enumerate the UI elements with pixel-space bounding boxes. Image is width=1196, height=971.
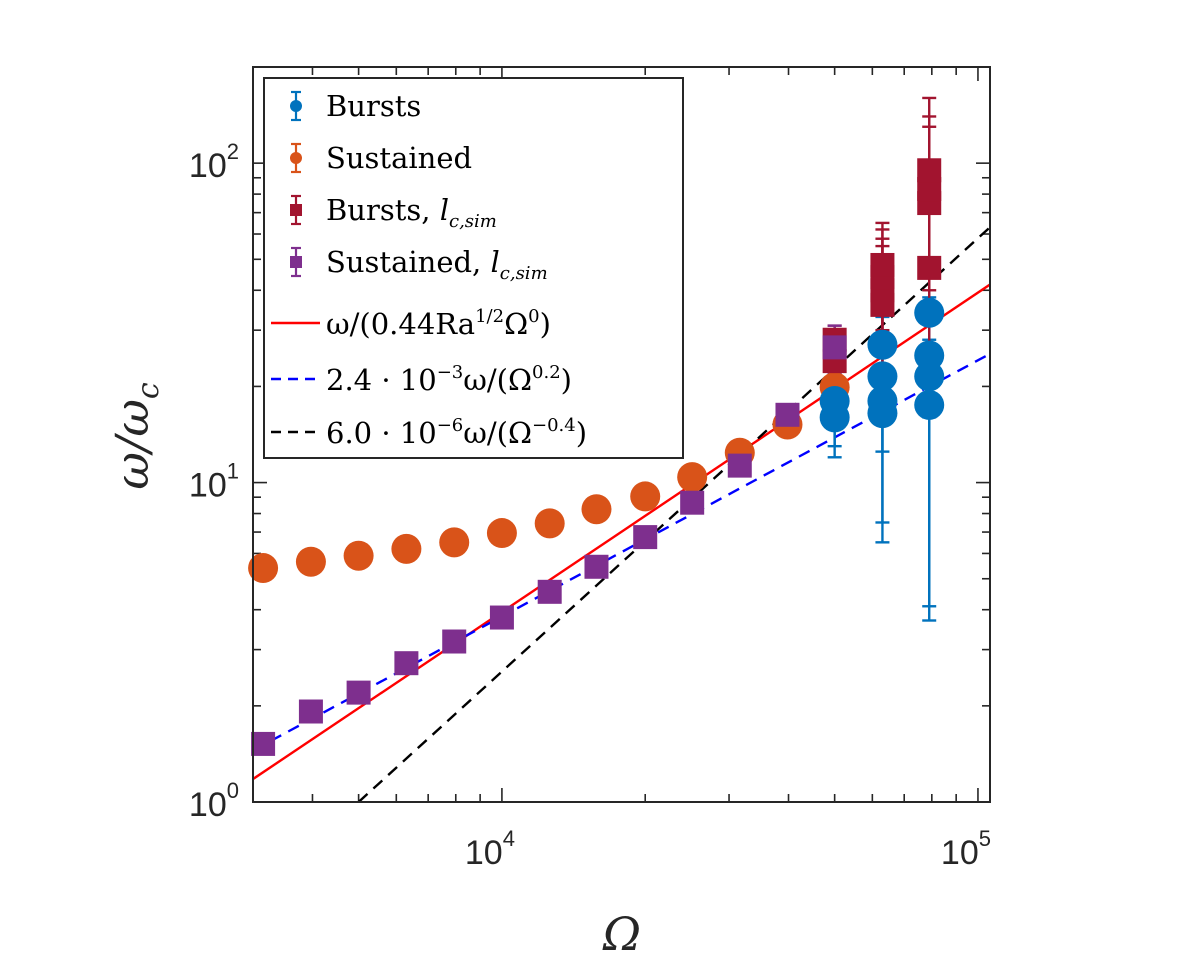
fit-line-0 [253, 283, 990, 781]
data-point-0 [914, 297, 945, 328]
legend-text-pre: 2.4 · 10 [326, 363, 437, 397]
tick-label-base: 10 [189, 467, 227, 505]
data-point-2 [917, 158, 942, 183]
legend-swatch-marker [290, 152, 302, 164]
data-point-3 [346, 680, 371, 705]
data-point-3 [775, 402, 800, 427]
legend-text-var: l [490, 245, 499, 279]
y-tick-label: 100 [189, 778, 239, 824]
data-point-3 [633, 525, 658, 550]
fit-line-2 [357, 226, 990, 802]
legend-text-pre: ω/(0.44Ra [326, 307, 475, 341]
tick-label-exponent: 0 [227, 778, 239, 803]
legend-text-post: ) [576, 416, 587, 450]
legend-swatch-marker [290, 100, 302, 112]
legend-text-main: Bursts, [326, 193, 440, 227]
data-point-1 [581, 494, 612, 525]
legend-text-main: Sustained, [326, 245, 490, 279]
tick-label-exponent: 1 [227, 459, 239, 484]
legend-label-bursts-lcsim: Bursts, lc,sim [326, 193, 497, 232]
plot-frame [252, 66, 991, 803]
data-point-0 [819, 386, 850, 417]
legend-text-post: ) [540, 307, 551, 341]
legend-swatch-marker [290, 204, 302, 216]
data-point-3 [394, 651, 419, 676]
fit-lines [253, 226, 990, 802]
data-point-1 [248, 553, 279, 584]
data-point-3 [489, 605, 514, 630]
data-point-0 [867, 361, 898, 392]
data-point-0 [914, 389, 945, 420]
data-point-0 [914, 340, 945, 371]
legend-text-sup: 0.2 [532, 362, 561, 383]
x-axis-label: Ω [602, 907, 641, 961]
legend-text-pre: 6.0 · 10 [326, 416, 437, 450]
data-point-1 [391, 533, 422, 564]
legend-text-sup: −6 [437, 415, 464, 436]
y-axis-label-sub: c [131, 382, 166, 399]
x-tick-label: 105 [941, 826, 991, 872]
tick-label-base: 10 [941, 834, 979, 872]
tick-label-base: 10 [189, 147, 227, 185]
data-point-3 [537, 579, 562, 604]
data-point-2 [870, 252, 895, 277]
data-point-3 [251, 731, 276, 756]
y-axis-label: ω/ωc [105, 382, 166, 490]
legend-text-sup: −3 [437, 362, 464, 383]
data-point-3 [727, 453, 752, 478]
data-point-0 [867, 386, 898, 417]
legend-label-red-fit: ω/(0.44Ra1/2Ω0) [326, 306, 551, 341]
legend-label-blue-fit: 2.4 · 10−3ω/(Ω0.2) [326, 362, 572, 397]
legend-text-sup: 1/2 [475, 306, 504, 327]
legend-text-sub: c,sim [449, 211, 497, 232]
tick-label-exponent: 2 [227, 139, 239, 164]
legend-text-var: l [440, 193, 449, 227]
tick-label-base: 10 [189, 786, 227, 824]
y-tick-label: 101 [189, 459, 239, 505]
data-point-1 [343, 540, 374, 571]
data-point-1 [677, 462, 708, 493]
legend-swatches [271, 90, 320, 434]
legend-text-sup: 0 [528, 306, 539, 327]
x-tick-label: 104 [465, 826, 515, 872]
tick-label-exponent: 4 [503, 826, 515, 851]
data-markers [248, 158, 945, 756]
data-point-1 [439, 527, 470, 558]
data-point-2 [917, 255, 942, 280]
legend: Bursts Sustained Bursts, lc,sim Sustaine… [263, 77, 684, 459]
legend-swatch-marker [290, 256, 302, 268]
data-point-3 [442, 629, 467, 654]
y-tick-label: 102 [189, 139, 239, 185]
data-point-3 [680, 490, 705, 515]
data-point-1 [295, 546, 326, 577]
legend-text-mid: Ω [504, 307, 528, 341]
data-point-0 [914, 361, 945, 392]
y-axis-label-main: ω/ω [105, 399, 159, 490]
data-point-3 [298, 699, 323, 724]
legend-text-sub: c,sim [500, 263, 548, 284]
data-point-0 [867, 329, 898, 360]
legend-text-post: ) [561, 363, 572, 397]
data-point-1 [486, 518, 517, 549]
legend-label-black-fit: 6.0 · 10−6ω/(Ω−0.4) [326, 415, 587, 450]
legend-label-sustained: Sustained [326, 141, 472, 175]
data-point-1 [630, 481, 661, 512]
tick-label-base: 10 [465, 834, 503, 872]
data-point-3 [822, 335, 847, 360]
legend-text-mid: ω/(Ω [463, 416, 532, 450]
tick-label-exponent: 5 [979, 826, 991, 851]
legend-text-mid: ω/(Ω [463, 363, 532, 397]
legend-label-sustained-lcsim: Sustained, lc,sim [326, 245, 548, 284]
legend-text-sup: −0.4 [532, 415, 576, 436]
legend-label-bursts: Bursts [326, 89, 421, 123]
legend-box [263, 77, 684, 459]
data-point-3 [584, 554, 609, 579]
axis-ticks [252, 66, 990, 803]
data-point-1 [534, 508, 565, 539]
